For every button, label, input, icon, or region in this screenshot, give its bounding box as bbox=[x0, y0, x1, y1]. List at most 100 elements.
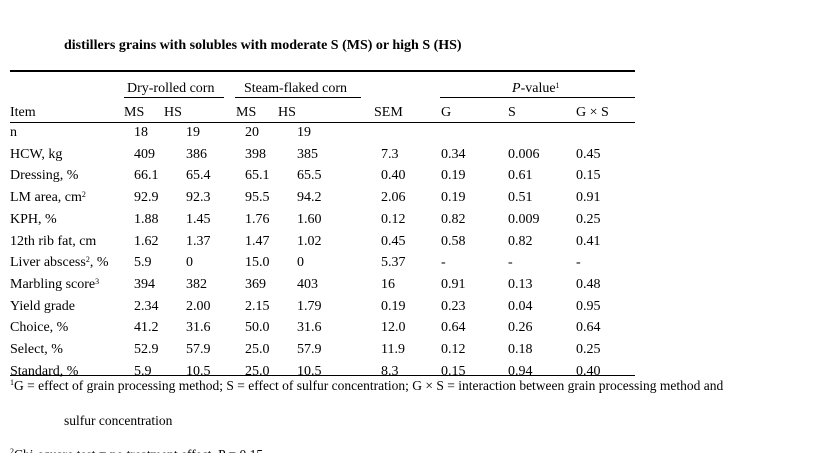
cell-sf-hs: 94.2 bbox=[297, 190, 322, 206]
cell-g: 0.58 bbox=[441, 233, 466, 249]
row-label-text: Choice, % bbox=[10, 320, 69, 336]
cell-sf-ms: 25.0 bbox=[245, 363, 270, 379]
row-label-suffix: , % bbox=[89, 255, 109, 271]
p-value-sup: 1 bbox=[555, 81, 560, 90]
row-label-text: Dressing, % bbox=[10, 168, 79, 184]
cell-g: 0.19 bbox=[441, 190, 466, 206]
footnote-1-continued: sulfur concentration bbox=[64, 413, 173, 428]
header-steam-flaked-corn: Steam-flaked corn bbox=[244, 81, 348, 96]
cell-gxs: 0.25 bbox=[576, 342, 601, 357]
row-label-text: Marbling score bbox=[10, 276, 96, 292]
cell-sf-ms: 25.0 bbox=[245, 342, 270, 357]
cell-sf-ms: 20 bbox=[245, 125, 259, 140]
footnote-1-sup: 1 bbox=[10, 378, 14, 387]
cell-dr-ms: 18 bbox=[134, 125, 148, 140]
p-value-rest: -value bbox=[520, 81, 556, 96]
row-label: Yield grade bbox=[10, 298, 75, 316]
cell-sf-ms: 398 bbox=[245, 146, 266, 162]
cell-sem: 7.3 bbox=[381, 146, 399, 162]
cell-sf-hs: 403 bbox=[297, 276, 318, 292]
cell-sf-hs: 31.6 bbox=[297, 320, 322, 336]
bottom-rule bbox=[10, 375, 635, 376]
cell-sf-hs: 65.5 bbox=[297, 168, 322, 184]
cell-g: 0.82 bbox=[441, 211, 466, 227]
row-label-sup: 2 bbox=[85, 255, 90, 265]
cell-s: 0.94 bbox=[508, 363, 533, 379]
p-italic: P bbox=[512, 81, 521, 96]
cell-gxs: 0.48 bbox=[576, 276, 601, 292]
cell-sem: 2.06 bbox=[381, 190, 406, 206]
row-label-text: LM area, cm bbox=[10, 190, 82, 206]
row-label-text: Liver abscess bbox=[10, 255, 86, 271]
cell-sf-hs: 57.9 bbox=[297, 342, 322, 357]
cell-sf-hs: 385 bbox=[297, 146, 318, 162]
cell-dr-hs: 1.37 bbox=[186, 233, 211, 249]
row-label: Marbling score3 bbox=[10, 276, 99, 294]
cell-dr-ms: 41.2 bbox=[134, 320, 159, 336]
cell-sf-ms: 50.0 bbox=[245, 320, 270, 336]
col-header-dr-ms: MS bbox=[124, 105, 145, 120]
col-header-sf-ms: MS bbox=[236, 105, 257, 120]
cell-gxs: - bbox=[576, 255, 581, 271]
cell-sf-ms: 95.5 bbox=[245, 190, 270, 206]
cell-g: 0.34 bbox=[441, 146, 466, 162]
row-label: 12th rib fat, cm bbox=[10, 233, 96, 251]
col-header-item: Item bbox=[10, 105, 36, 120]
cell-sem: 0.45 bbox=[381, 233, 406, 249]
col-header-dr-hs: HS bbox=[164, 105, 182, 120]
cell-sf-hs: 1.79 bbox=[297, 298, 322, 314]
cell-dr-ms: 52.9 bbox=[134, 342, 159, 357]
row-label-text: HCW, kg bbox=[10, 146, 63, 162]
cell-g: 0.19 bbox=[441, 168, 466, 184]
row-label-text: Standard, % bbox=[10, 363, 79, 379]
cell-sem: 8.3 bbox=[381, 363, 399, 379]
cell-sf-hs: 1.60 bbox=[297, 211, 322, 227]
cell-dr-hs: 386 bbox=[186, 146, 207, 162]
cell-dr-hs: 382 bbox=[186, 276, 207, 292]
cell-s: - bbox=[508, 255, 513, 271]
cell-sem: 0.19 bbox=[381, 298, 406, 314]
cell-s: 0.61 bbox=[508, 168, 533, 184]
col-header-gxs: G × S bbox=[576, 105, 609, 120]
cell-dr-ms: 66.1 bbox=[134, 168, 159, 184]
cell-gxs: 0.64 bbox=[576, 320, 601, 336]
cell-sf-hs: 0 bbox=[297, 255, 304, 271]
row-label: KPH, % bbox=[10, 211, 57, 229]
col-header-sf-hs: HS bbox=[278, 105, 296, 120]
cell-sf-ms: 369 bbox=[245, 276, 266, 292]
cell-sem: 12.0 bbox=[381, 320, 406, 336]
cell-dr-hs: 10.5 bbox=[186, 363, 211, 379]
cell-gxs: 0.15 bbox=[576, 168, 601, 184]
col-header-g: G bbox=[441, 105, 452, 120]
row-label: Choice, % bbox=[10, 319, 68, 337]
cell-g: 0.15 bbox=[441, 363, 466, 379]
cell-s: 0.13 bbox=[508, 276, 533, 292]
cell-s: 0.26 bbox=[508, 320, 533, 336]
row-label-text: n bbox=[10, 125, 17, 140]
pvalue-underline bbox=[440, 97, 635, 98]
cell-g: 0.23 bbox=[441, 298, 466, 314]
cell-g: 0.91 bbox=[441, 276, 466, 292]
row-label-text: Yield grade bbox=[10, 298, 75, 314]
row-label-text: 12th rib fat, cm bbox=[10, 233, 97, 249]
header-dry-rolled-corn: Dry-rolled corn bbox=[127, 81, 215, 96]
header-rule bbox=[10, 122, 635, 123]
row-label-sup: 3 bbox=[95, 276, 100, 286]
cell-s: 0.18 bbox=[508, 342, 533, 357]
cell-s: 0.006 bbox=[508, 146, 540, 162]
col-header-s: S bbox=[508, 105, 516, 120]
row-label: Select, % bbox=[10, 341, 63, 359]
footnote-1-line1: G = effect of grain processing method; S… bbox=[14, 378, 724, 393]
cell-dr-hs: 57.9 bbox=[186, 342, 211, 357]
row-label: n bbox=[10, 124, 17, 142]
row-label-sup: 2 bbox=[81, 190, 86, 200]
dry-rolled-underline bbox=[124, 97, 224, 98]
cell-gxs: 0.25 bbox=[576, 211, 601, 227]
cell-gxs: 0.41 bbox=[576, 233, 601, 249]
steam-flaked-underline bbox=[235, 97, 361, 98]
cell-dr-ms: 1.88 bbox=[134, 211, 159, 227]
cell-sf-ms: 2.15 bbox=[245, 298, 270, 314]
top-rule bbox=[10, 70, 635, 72]
cell-s: 0.04 bbox=[508, 298, 533, 314]
cell-s: 0.009 bbox=[508, 211, 540, 227]
